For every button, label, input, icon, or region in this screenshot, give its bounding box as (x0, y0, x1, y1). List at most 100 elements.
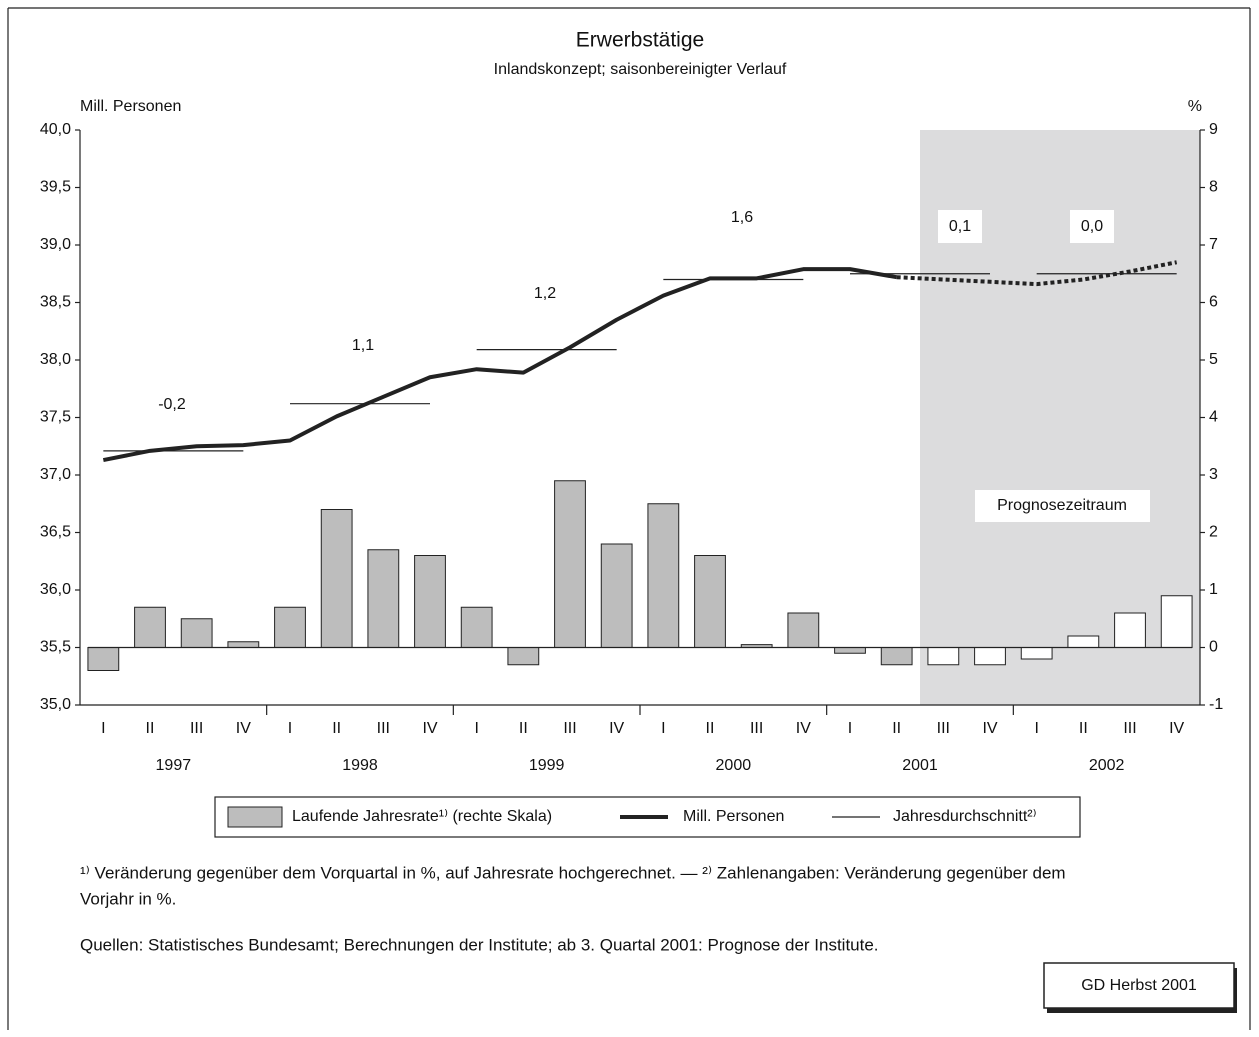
y-tick-label: 36,5 (40, 524, 71, 541)
y2-tick-label: 3 (1209, 466, 1218, 483)
y-tick-label: 37,5 (40, 409, 71, 426)
year-label: 2002 (1089, 757, 1125, 774)
bar (227, 641, 260, 648)
x-tick-label: III (1123, 720, 1136, 737)
bar (974, 647, 1006, 666)
x-tick-label: I (101, 720, 105, 737)
x-tick-label: II (332, 720, 341, 737)
bar (274, 606, 306, 648)
bar (600, 543, 633, 648)
y-tick-label: 39,0 (40, 236, 71, 253)
bar (507, 647, 540, 666)
y2-tick-label: 9 (1209, 121, 1218, 138)
source: Quellen: Statistisches Bundesamt; Berech… (80, 935, 879, 954)
annual-label-box (938, 210, 982, 243)
legend-label: Mill. Personen (683, 808, 784, 825)
x-tick-label: IV (982, 720, 997, 737)
bar (834, 647, 866, 654)
line (102, 267, 898, 463)
y-tick-label: 36,0 (40, 581, 71, 598)
year-label: 1999 (529, 757, 565, 774)
x-tick-label: I (661, 720, 665, 737)
legend-swatch (227, 806, 283, 828)
x-tick-label: I (474, 720, 478, 737)
footnote-line: Vorjahr in %. (80, 889, 176, 908)
chart-subtitle: Inlandskonzept; saisonbereinigter Verlau… (494, 61, 787, 78)
x-tick-label: IV (236, 720, 251, 737)
y-tick-label: 35,5 (40, 639, 71, 656)
y-tick-label: 35,0 (40, 696, 71, 713)
x-tick-label: IV (796, 720, 811, 737)
x-tick-label: III (937, 720, 950, 737)
x-tick-label: II (892, 720, 901, 737)
x-tick-label: II (1079, 720, 1088, 737)
bar (87, 647, 120, 671)
bar (1020, 647, 1053, 660)
annual-label: 0,0 (1081, 218, 1103, 235)
year-label: 2000 (716, 757, 752, 774)
bar (414, 555, 446, 648)
bar (320, 509, 353, 648)
y2-tick-label: 7 (1209, 236, 1218, 253)
y-tick-label: 38,0 (40, 351, 71, 368)
badge-box (1043, 962, 1235, 1009)
forecast-line (896, 260, 1178, 287)
bar (1160, 595, 1193, 648)
y-tick-label: 40,0 (40, 121, 71, 138)
x-tick-label: IV (1169, 720, 1184, 737)
annual-label: 1,6 (731, 209, 753, 226)
bar (460, 606, 493, 648)
legend-label: Laufende Jahresrate¹⁾ (rechte Skala) (292, 808, 552, 825)
x-tick-label: I (1034, 720, 1038, 737)
x-tick-label: III (190, 720, 203, 737)
bar (1114, 612, 1146, 648)
y-tick-label: 39,5 (40, 179, 71, 196)
x-tick-label: II (706, 720, 715, 737)
x-tick-label: II (146, 720, 155, 737)
annual-label: -0,2 (158, 396, 186, 413)
y2-tick-label: 0 (1209, 639, 1218, 656)
bar (694, 555, 726, 648)
y2-tick-label: 8 (1209, 179, 1218, 196)
y2-axis-label: % (1188, 98, 1202, 115)
x-tick-label: III (377, 720, 390, 737)
annual-label-box (1070, 210, 1114, 243)
bar (927, 647, 960, 666)
bar (554, 480, 586, 648)
y-tick-label: 37,0 (40, 466, 71, 483)
year-label: 1998 (342, 757, 378, 774)
year-label: 1997 (156, 757, 192, 774)
y2-tick-label: 6 (1209, 294, 1218, 311)
forecast-label: Prognosezeitraum (997, 497, 1127, 514)
year-label: 2001 (902, 757, 938, 774)
annual-label: 1,2 (534, 285, 556, 302)
x-tick-label: I (288, 720, 292, 737)
x-tick-label: III (750, 720, 763, 737)
x-tick-label: III (563, 720, 576, 737)
x-tick-label: II (519, 720, 528, 737)
x-tick-label: IV (609, 720, 624, 737)
bar (134, 606, 166, 648)
annual-label: 1,1 (352, 337, 374, 354)
x-tick-label: I (848, 720, 852, 737)
bar (787, 612, 820, 648)
chart-title: Erwerbstätige (576, 29, 704, 52)
bar (180, 618, 213, 648)
x-tick-label: IV (422, 720, 437, 737)
forecast-label-box (975, 490, 1150, 522)
y-tick-label: 38,5 (40, 294, 71, 311)
y2-tick-label: 1 (1209, 581, 1218, 598)
y2-tick-label: 2 (1209, 524, 1218, 541)
y2-tick-label: 5 (1209, 351, 1218, 368)
bar (367, 549, 400, 648)
annual-label: 0,1 (949, 218, 971, 235)
bar (1067, 635, 1100, 648)
badge: GD Herbst 2001 (1081, 977, 1197, 994)
bar (880, 647, 913, 666)
bar (647, 503, 680, 648)
y2-tick-label: -1 (1209, 696, 1223, 713)
y2-tick-label: 4 (1209, 409, 1218, 426)
y-axis-label: Mill. Personen (80, 98, 181, 115)
legend-label: Jahresdurchschnitt²⁾ (893, 808, 1037, 825)
